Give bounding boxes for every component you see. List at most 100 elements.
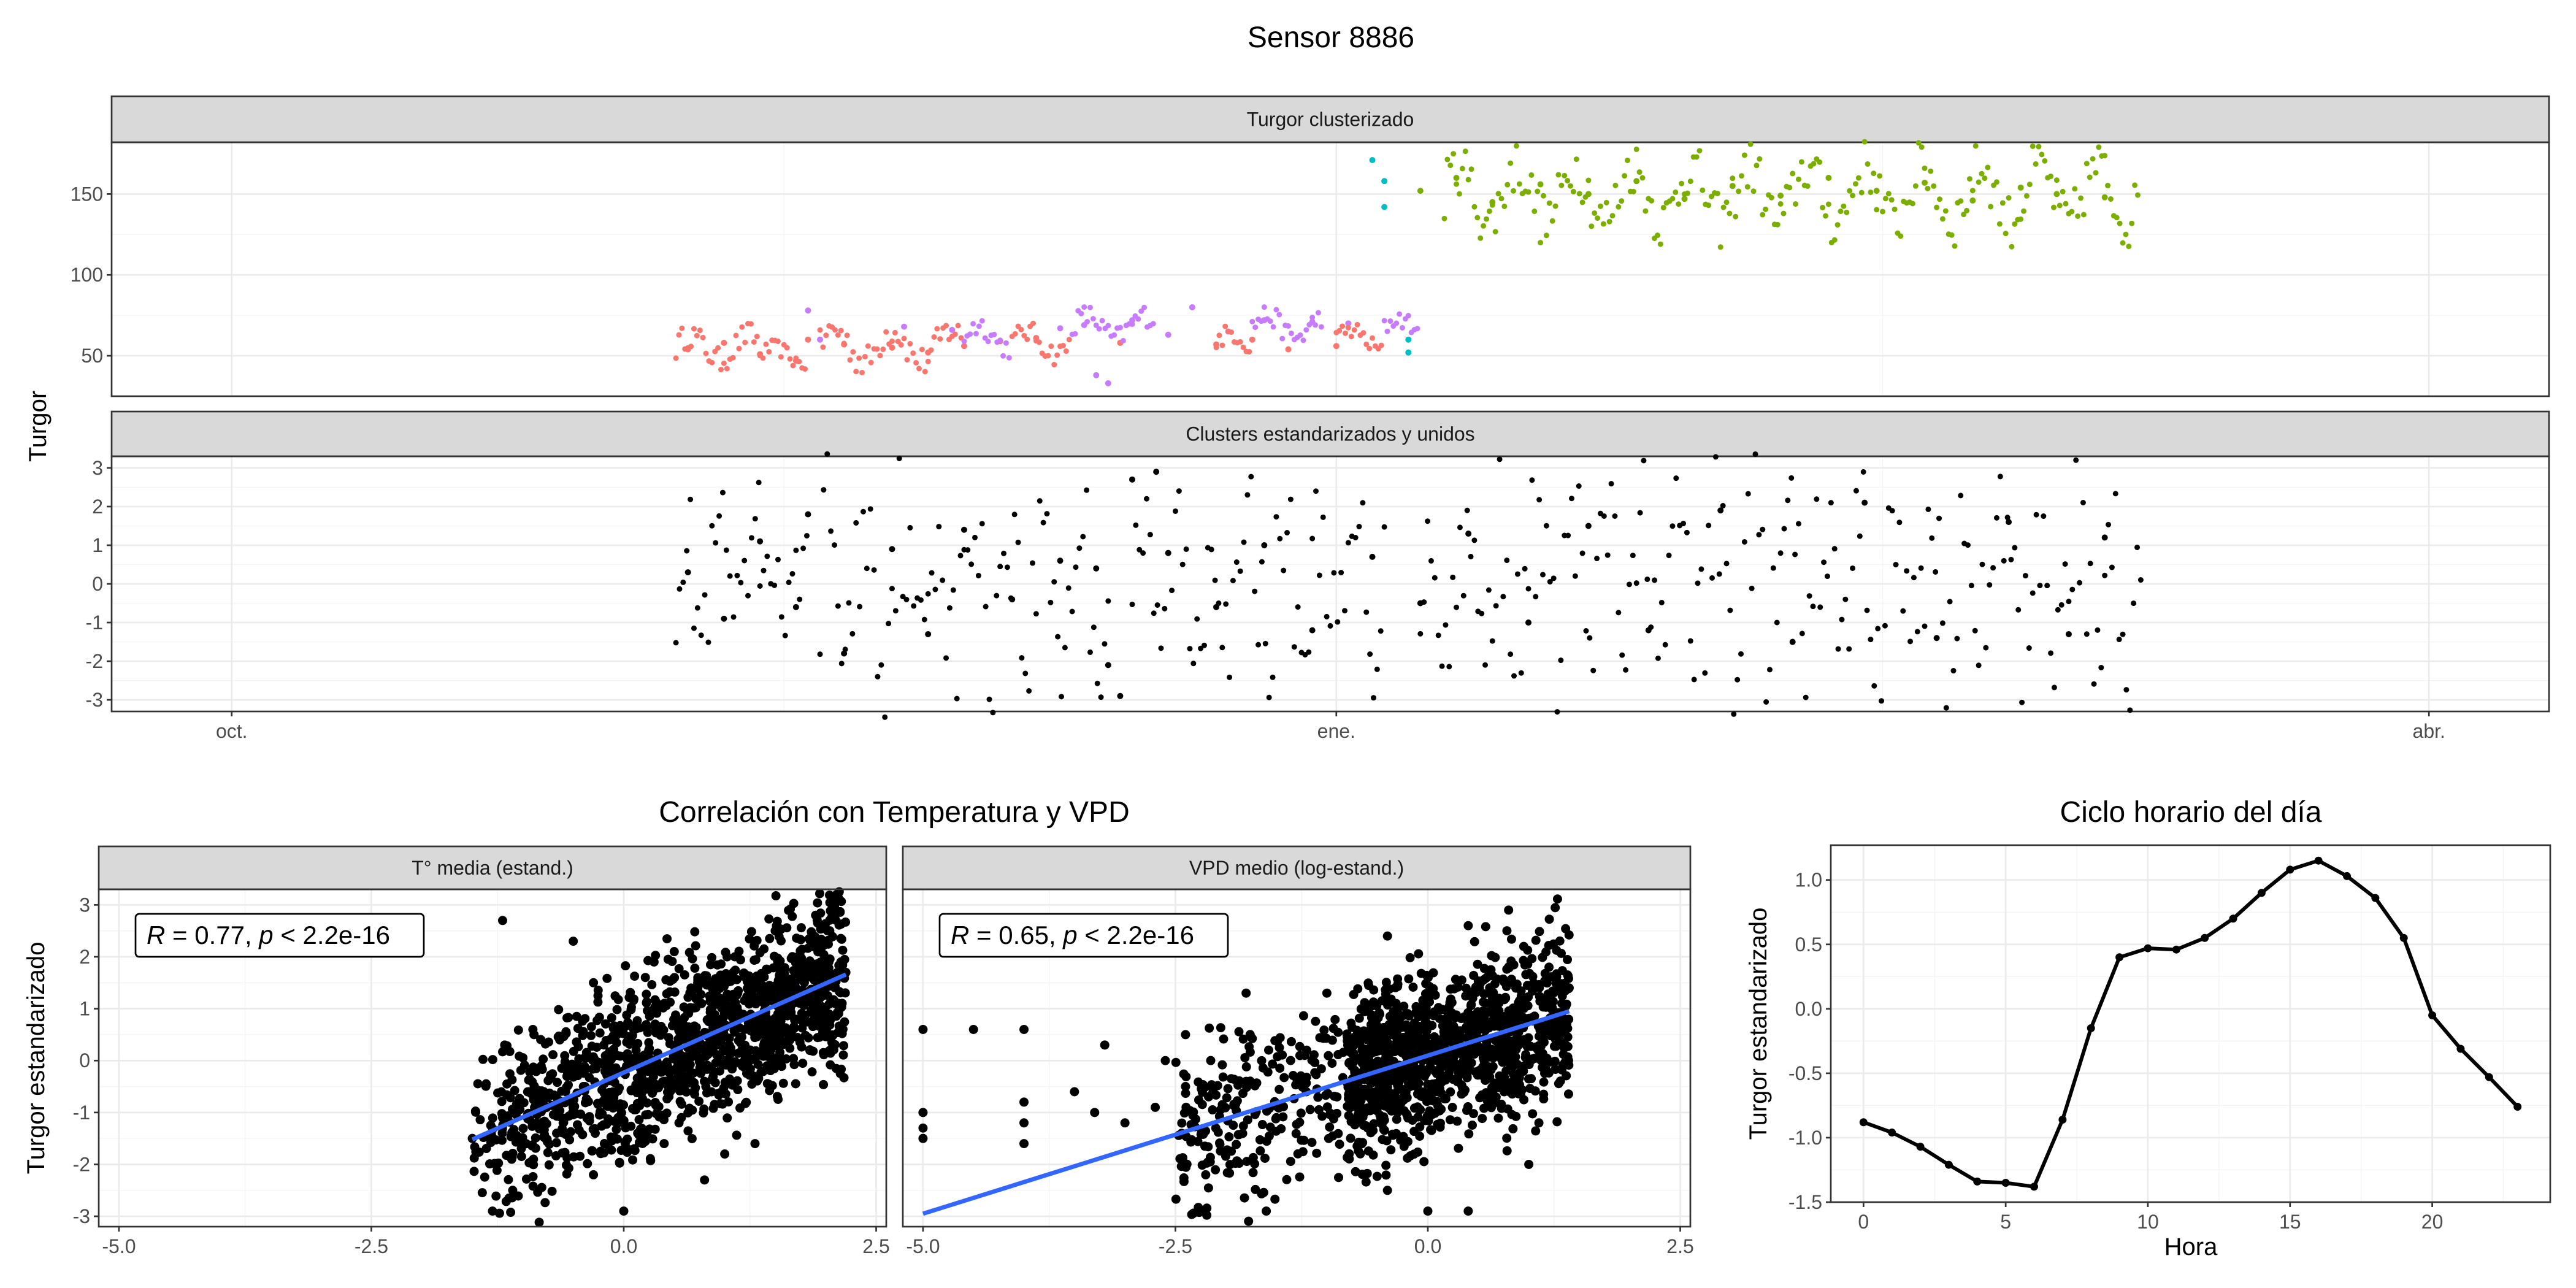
- series-4: [1417, 175, 2108, 205]
- data-point: [1451, 151, 1457, 157]
- data-point: [1413, 1102, 1422, 1112]
- data-point: [800, 1030, 810, 1040]
- data-point: [1309, 315, 1316, 321]
- data-point: [746, 927, 756, 937]
- data-point: [1094, 680, 1100, 686]
- data-point: [1555, 172, 1562, 178]
- data-point: [1397, 311, 1403, 317]
- data-point: [1972, 627, 1978, 634]
- data-point: [1361, 1177, 1371, 1187]
- data-point: [1316, 572, 1322, 578]
- data-point: [680, 1076, 690, 1086]
- data-point: [2109, 564, 2115, 570]
- data-point: [1224, 1132, 1234, 1141]
- data-point: [1054, 352, 1060, 358]
- data-point: [651, 1022, 661, 1032]
- data-point: [1403, 1009, 1413, 1019]
- data-point: [720, 1149, 730, 1159]
- data-point: [1756, 532, 1762, 538]
- data-point: [714, 995, 724, 1005]
- data-point: [679, 325, 685, 331]
- data-point: [1460, 592, 1466, 599]
- data-point: [730, 1027, 740, 1037]
- data-point: [918, 597, 924, 603]
- data-point: [2006, 195, 2012, 201]
- data-point: [1821, 559, 1827, 565]
- data-point: [803, 532, 810, 539]
- data-point: [1379, 1030, 1389, 1040]
- data-point: [911, 603, 917, 609]
- data-point: [1471, 537, 1478, 543]
- data-point: [595, 1028, 605, 1038]
- data-point: [844, 332, 850, 339]
- data-point: [1451, 1013, 1460, 1022]
- data-point: [1738, 173, 1744, 179]
- data-point: [508, 1186, 518, 1195]
- data-point: [721, 339, 727, 346]
- data-point: [1999, 200, 2006, 206]
- data-point: [1422, 1097, 1432, 1106]
- data-point: [1997, 473, 2003, 480]
- data-point: [1860, 469, 1866, 475]
- x-tick-label: ene.: [1317, 720, 1355, 742]
- data-point: [750, 1139, 760, 1149]
- data-point: [1150, 321, 1156, 327]
- data-point: [1538, 240, 1544, 246]
- data-point: [793, 547, 799, 553]
- data-point: [1731, 711, 1737, 717]
- data-point: [1211, 1165, 1221, 1175]
- data-point: [1255, 1146, 1265, 1156]
- data-point: [804, 933, 814, 943]
- data-point: [759, 1016, 769, 1025]
- data-point: [593, 986, 603, 995]
- data-point: [1652, 577, 1658, 583]
- data-point: [766, 349, 772, 355]
- data-point: [1922, 179, 1928, 186]
- data-point: [1386, 994, 1396, 1004]
- data-point: [699, 1076, 709, 1086]
- data-point: [1087, 649, 1093, 655]
- data-point: [1814, 496, 1820, 502]
- data-point: [1249, 336, 1255, 343]
- data-point: [2131, 600, 2137, 607]
- data-point: [1507, 1078, 1517, 1087]
- data-point: [1850, 193, 1856, 199]
- data-point: [2021, 208, 2027, 214]
- data-point: [723, 989, 732, 999]
- data-point: [1295, 1172, 1305, 1182]
- data-point: [1565, 178, 1571, 184]
- data-point: [2120, 631, 2126, 637]
- data-point: [659, 1076, 669, 1086]
- data-point: [744, 999, 754, 1009]
- data-point: [1354, 321, 1360, 328]
- data-point: [646, 1156, 656, 1165]
- data-point: [813, 898, 822, 908]
- data-point: [1473, 959, 1482, 969]
- data-point: [2039, 151, 2045, 158]
- data-point: [1603, 199, 1609, 205]
- data-point: [643, 1110, 653, 1119]
- data-point: [824, 1031, 834, 1041]
- data-point: [1303, 327, 1309, 333]
- data-point: [545, 1074, 554, 1084]
- data-point: [1528, 1109, 1538, 1119]
- data-point: [2073, 457, 2079, 463]
- x-tick-label: 0: [1858, 1211, 1869, 1233]
- data-point: [626, 1085, 636, 1095]
- data-point: [943, 323, 949, 329]
- data-point: [674, 1021, 684, 1031]
- data-point: [810, 975, 819, 985]
- data-point: [1413, 1112, 1423, 1122]
- data-point: [711, 974, 721, 984]
- data-point: [1441, 1050, 1451, 1060]
- data-point: [1286, 1037, 1296, 1046]
- data-point: [1558, 657, 1564, 664]
- data-point: [591, 1064, 601, 1073]
- data-point: [975, 572, 981, 578]
- data-point: [1307, 1138, 1317, 1148]
- data-point: [802, 366, 808, 372]
- data-point: [2066, 599, 2072, 605]
- data-point: [1514, 1040, 1524, 1050]
- data-point: [1344, 1149, 1354, 1159]
- data-point: [609, 1045, 619, 1054]
